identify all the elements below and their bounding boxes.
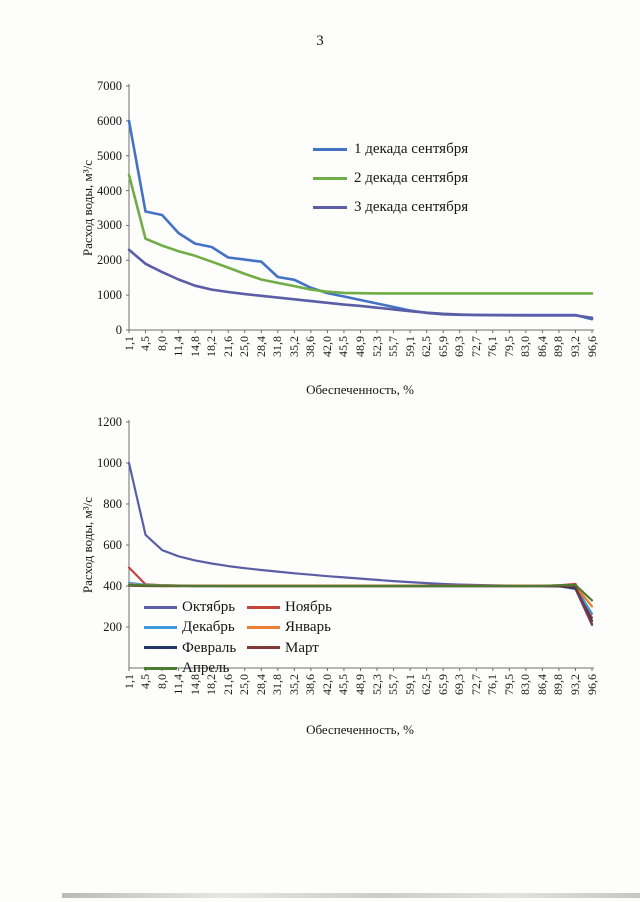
legend-swatch (247, 625, 280, 629)
x-tick-label: 21,6 (220, 336, 235, 357)
x-tick-label: 14,8 (187, 336, 202, 357)
x-tick-label: 59,1 (402, 674, 417, 695)
y-tick-label: 6000 (97, 113, 122, 128)
scan-artifact (62, 893, 640, 898)
y-tick-label: 2000 (97, 253, 122, 268)
x-tick-label: 62,5 (419, 674, 434, 695)
legend-label: Декабрь (182, 619, 235, 636)
series-line-1 (127, 173, 594, 295)
legend-swatch (144, 666, 177, 670)
y-tick-label: 600 (103, 538, 122, 552)
legend-swatch (313, 147, 347, 151)
x-tick-label: 1,1 (121, 336, 136, 351)
y-tick-label: 800 (103, 497, 122, 511)
legend-swatch (313, 176, 347, 180)
x-tick-label: 4,5 (138, 336, 153, 351)
x-tick-label: 59,1 (402, 336, 417, 357)
x-tick-label: 72,7 (468, 674, 483, 695)
x-tick-label: 65,9 (435, 674, 450, 695)
x-tick-label: 42,0 (319, 336, 334, 357)
x-tick-label: 76,1 (485, 674, 500, 695)
y-tick-label: 5000 (97, 148, 122, 163)
x-tick-label: 8,0 (154, 674, 169, 689)
legend-label: 2 декада сентября (354, 170, 469, 186)
x-tick-label: 31,8 (270, 336, 285, 357)
legend-swatch (144, 605, 177, 609)
y-tick-label: 3000 (97, 218, 122, 233)
x-tick-label: 89,8 (551, 336, 566, 357)
x-tick-label: 86,4 (534, 674, 549, 695)
x-tick-label: 8,0 (154, 336, 169, 351)
y-tick-label: 7000 (97, 79, 122, 93)
legend-swatch (247, 646, 280, 650)
x-tick-label: 55,7 (386, 674, 401, 695)
x-tick-label: 86,4 (534, 336, 549, 357)
x-tick-label: 45,5 (336, 336, 351, 357)
legend-label: Март (285, 639, 319, 656)
x-tick-label: 62,5 (419, 336, 434, 357)
y-tick-label: 400 (103, 579, 122, 593)
x-tick-label: 79,5 (501, 674, 516, 695)
x-tick-label: 4,5 (138, 674, 153, 689)
legend-swatch (313, 205, 347, 209)
x-tick-label: 35,2 (286, 336, 301, 357)
x-tick-label: 31,8 (270, 674, 285, 695)
x-tick-label: 83,0 (518, 336, 533, 357)
legend-label: 1 декада сентября (354, 141, 469, 157)
x-tick-label: 38,6 (303, 336, 318, 357)
x-tick-label: 1,1 (121, 674, 136, 689)
y-tick-label: 1000 (97, 456, 122, 470)
x-tick-label: 55,7 (386, 336, 401, 357)
x-tick-label: 52,3 (369, 674, 384, 695)
x-tick-label: 25,0 (237, 336, 252, 357)
x-axis-title: Обеспеченность, % (306, 722, 414, 737)
legend-label: Октябрь (182, 599, 236, 615)
x-tick-label: 96,6 (584, 674, 599, 695)
legend-swatch (247, 605, 280, 609)
x-tick-label: 93,2 (567, 336, 582, 357)
legend-label: 3 декада сентября (354, 199, 469, 215)
x-axis-title: Обеспеченность, % (306, 382, 414, 397)
legend-label: Январь (285, 619, 331, 636)
x-tick-label: 65,9 (435, 336, 450, 357)
series-line-2 (127, 248, 594, 320)
legend-label: Апрель (182, 660, 230, 677)
x-tick-label: 79,5 (501, 336, 516, 357)
y-tick-label: 1200 (97, 415, 122, 429)
page-number: 3 (316, 33, 324, 49)
x-tick-label: 48,9 (353, 674, 367, 695)
x-tick-label: 52,3 (369, 336, 384, 357)
x-tick-label: 28,4 (253, 336, 268, 357)
y-tick-label: 4000 (97, 183, 122, 198)
legend-label: Февраль (182, 639, 237, 656)
x-tick-label: 42,0 (319, 674, 334, 695)
x-tick-label: 25,0 (237, 674, 252, 695)
y-tick-label: 1000 (97, 288, 122, 303)
x-tick-label: 45,5 (336, 674, 351, 695)
legend-swatch (144, 625, 177, 629)
x-tick-label: 96,6 (584, 336, 599, 357)
legend-label: Ноябрь (285, 599, 332, 615)
x-tick-label: 76,1 (485, 336, 500, 357)
x-tick-label: 48,9 (353, 336, 367, 357)
x-tick-label: 83,0 (518, 674, 533, 695)
x-tick-label: 18,2 (204, 336, 219, 357)
x-tick-label: 28,4 (253, 674, 268, 695)
x-tick-label: 69,3 (452, 336, 467, 357)
x-tick-label: 72,7 (468, 336, 483, 357)
x-tick-label: 93,2 (567, 674, 582, 695)
x-tick-label: 35,2 (286, 674, 301, 695)
y-tick-label: 0 (115, 323, 122, 337)
x-tick-label: 11,4 (171, 336, 186, 357)
y-tick-label: 200 (103, 620, 122, 634)
x-tick-label: 69,3 (452, 674, 467, 695)
legend-swatch (144, 646, 177, 650)
x-tick-label: 89,8 (551, 674, 566, 695)
x-tick-label: 38,6 (303, 674, 318, 695)
